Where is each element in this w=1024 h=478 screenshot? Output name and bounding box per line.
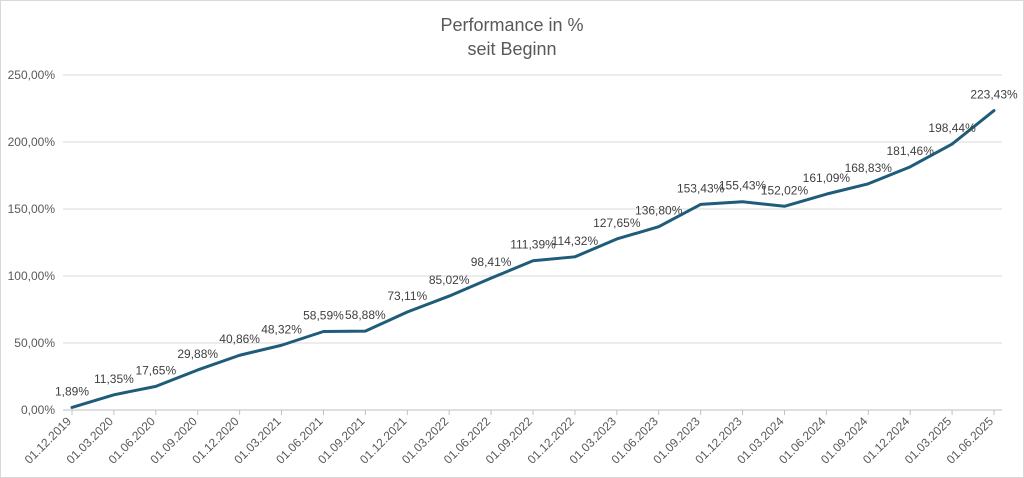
data-label: 136,80% (635, 204, 683, 218)
data-label: 85,02% (429, 273, 470, 287)
y-tick-label: 100,00% (8, 269, 56, 283)
y-axis-ticks: 0,00% 50,00% 100,00% 150,00% 200,00% 250,00% (8, 68, 56, 417)
data-label: 127,65% (593, 216, 641, 230)
data-label: 155,43% (719, 179, 767, 193)
data-label: 98,41% (471, 255, 512, 269)
data-label: 181,46% (886, 144, 934, 158)
y-tick-label: 50,00% (14, 336, 55, 350)
chart-title: Performance in % (440, 15, 583, 35)
y-tick-label: 150,00% (8, 202, 56, 216)
data-label: 153,43% (677, 181, 725, 195)
series-line-layer (70, 109, 996, 409)
x-axis-ticks: 01.12.201901.03.202001.06.202001.09.2020… (22, 410, 996, 467)
data-label: 40,86% (219, 332, 260, 346)
data-label: 48,32% (261, 322, 302, 336)
data-label: 73,11% (387, 289, 427, 303)
data-label: 111,39% (510, 238, 556, 252)
data-label: 58,88% (345, 308, 386, 322)
gridlines (63, 74, 1002, 411)
data-label: 168,83% (845, 161, 893, 175)
data-label: 152,02% (761, 183, 809, 197)
performance-series-line (70, 109, 996, 409)
data-label: 198,44% (928, 121, 976, 135)
y-tick-label: 250,00% (8, 68, 56, 82)
data-label: 58,59% (303, 308, 344, 322)
data-label: 223,43% (970, 88, 1018, 102)
chart-subtitle: seit Beginn (467, 39, 556, 59)
data-label: 29,88% (177, 347, 218, 361)
data-label: 1,89% (55, 384, 89, 398)
data-label: 17,65% (135, 363, 176, 377)
y-tick-label: 0,00% (21, 403, 55, 417)
y-tick-label: 200,00% (8, 135, 56, 149)
data-label: 114,32% (552, 234, 599, 248)
data-label: 161,09% (803, 171, 851, 185)
data-label: 11,35% (94, 372, 134, 386)
data-labels: 1,89% 11,35%17,65%29,88%40,86%48,32%58,59… (55, 88, 1018, 399)
